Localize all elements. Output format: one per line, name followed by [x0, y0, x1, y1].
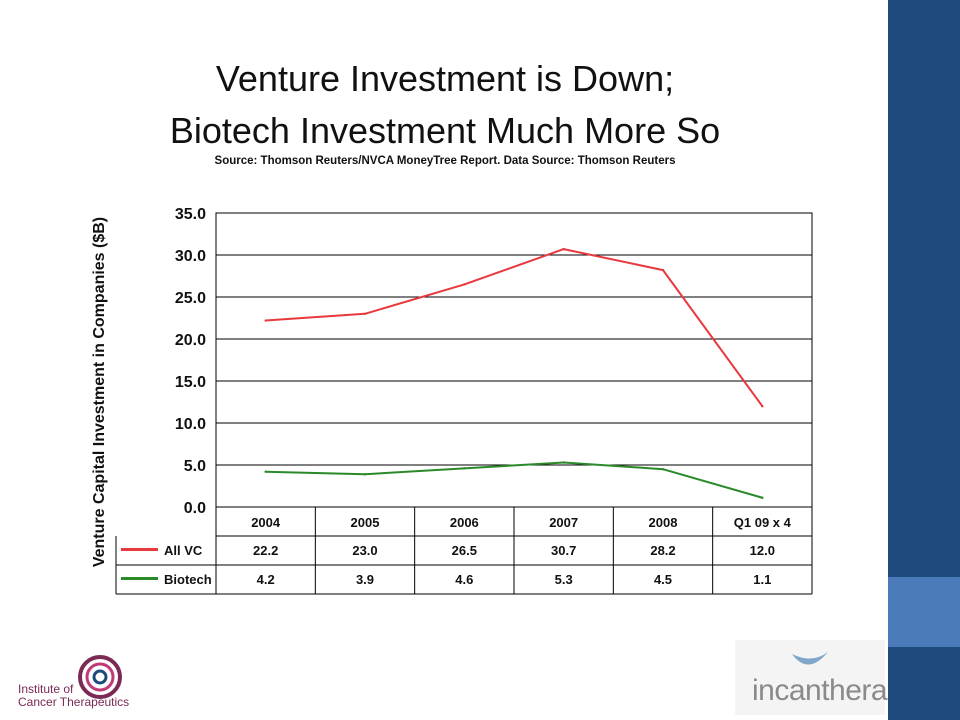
y-tick-label: 35.0 [175, 206, 206, 223]
data-point [761, 405, 764, 408]
data-point [463, 467, 466, 470]
slide-title-line1: Venture Investment is Down; [215, 58, 675, 99]
source-note: Source: Thomson Reuters/NVCA MoneyTree R… [214, 155, 676, 167]
y-tick-label: 5.0 [184, 458, 206, 475]
y-tick-label: 10.0 [175, 416, 206, 433]
data-point [661, 468, 665, 471]
data-label: 23.0 [352, 543, 377, 558]
incanthera-logo-text: incanthera [752, 674, 888, 707]
data-label: 1.1 [753, 572, 771, 587]
y-tick-label: 0.0 [184, 500, 206, 517]
category-label: 2008 [649, 515, 678, 530]
data-point [463, 283, 466, 286]
institute-logo-text: Institute of Cancer Therapeutics [18, 682, 130, 709]
series-line-0 [265, 248, 764, 407]
category-label: 2004 [251, 515, 281, 530]
data-point [661, 268, 665, 272]
data-point [363, 473, 367, 476]
data-label: 26.5 [452, 543, 477, 558]
legend-label-1: Biotech [164, 572, 212, 587]
data-label: 22.2 [253, 543, 278, 558]
data-point [761, 496, 764, 499]
data-point [264, 470, 267, 473]
bird-icon [792, 652, 828, 665]
institute-logo-icon [78, 655, 122, 699]
y-tick-label: 25.0 [175, 290, 206, 307]
data-point [562, 461, 565, 464]
series-line-1 [265, 461, 763, 499]
data-label: 12.0 [750, 543, 775, 558]
y-tick-label: 15.0 [175, 374, 206, 391]
data-point [264, 319, 267, 322]
category-label: 2007 [549, 515, 578, 530]
incanthera-logo [735, 640, 885, 715]
category-label: 2005 [351, 515, 380, 530]
category-label: 2006 [450, 515, 479, 530]
category-label: Q1 09 x 4 [734, 515, 792, 530]
data-label: 28.2 [650, 543, 675, 558]
y-tick-label: 20.0 [175, 332, 206, 349]
data-label: 4.6 [455, 572, 473, 587]
data-point [363, 312, 367, 315]
data-label: 5.3 [555, 572, 573, 587]
data-point [562, 247, 565, 251]
legend-label-0: All VC [164, 543, 203, 558]
slide-title-line2: Biotech Investment Much More So [169, 110, 721, 151]
data-label: 4.2 [257, 572, 275, 587]
data-label: 30.7 [551, 543, 576, 558]
sidebar-light-block [888, 577, 960, 647]
y-tick-label: 30.0 [175, 248, 206, 265]
data-label: 4.5 [654, 572, 672, 587]
plot-frame [215, 212, 813, 508]
data-label: 3.9 [356, 572, 374, 587]
